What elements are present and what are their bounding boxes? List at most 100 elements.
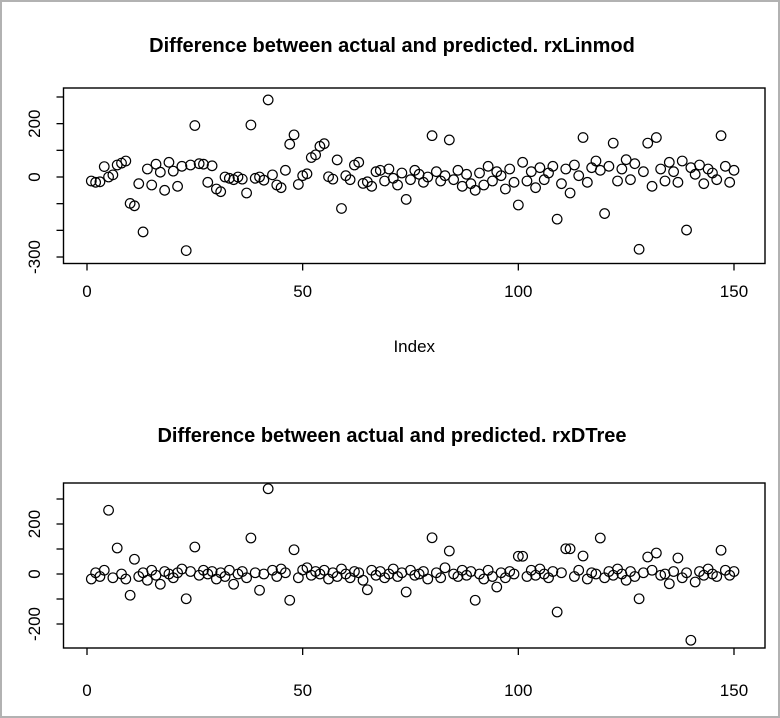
plot1-title: Difference between actual and predicted.… <box>149 35 635 57</box>
data-point <box>262 483 274 495</box>
data-point <box>560 543 572 555</box>
x-tick-label: 100 <box>504 681 532 700</box>
data-point <box>586 567 598 579</box>
data-point <box>599 208 610 219</box>
data-point <box>465 178 477 190</box>
data-point <box>262 94 274 106</box>
data-point <box>452 164 464 176</box>
y-tick-label: 200 <box>25 510 44 538</box>
data-point <box>349 566 360 577</box>
data-point <box>357 574 369 586</box>
data-point <box>245 532 257 544</box>
data-point <box>120 573 132 585</box>
data-point <box>448 174 460 186</box>
data-point <box>482 160 494 172</box>
data-point <box>167 165 179 177</box>
data-point <box>120 155 132 167</box>
data-point <box>202 176 214 188</box>
data-point <box>141 163 153 175</box>
data-point <box>668 166 680 178</box>
data-point <box>180 593 192 605</box>
data-point <box>504 163 516 175</box>
data-point <box>90 176 102 188</box>
data-point <box>284 594 296 606</box>
data-point <box>728 566 740 577</box>
data-point <box>672 176 684 188</box>
x-tick-label: 0 <box>82 282 91 301</box>
data-point <box>327 173 339 185</box>
plot-box <box>62 482 766 649</box>
data-point <box>361 584 373 596</box>
data-point <box>154 578 166 590</box>
data-point <box>564 187 576 199</box>
data-point <box>215 186 227 198</box>
data-point <box>512 199 524 211</box>
data-point <box>280 164 291 176</box>
x-tick-label: 50 <box>293 282 312 301</box>
data-point <box>176 160 188 172</box>
data-point <box>154 166 166 178</box>
data-point <box>517 156 529 168</box>
data-point <box>284 138 296 150</box>
data-point <box>94 176 106 188</box>
data-point <box>551 213 563 225</box>
y-tick-label: 0 <box>25 172 44 181</box>
data-point <box>556 178 567 190</box>
data-point <box>439 170 451 182</box>
data-point <box>711 174 723 186</box>
data-point <box>111 542 123 554</box>
data-point <box>400 586 412 598</box>
data-point <box>85 175 97 187</box>
data-point <box>534 162 546 174</box>
data-point <box>198 158 209 170</box>
x-tick-label: 150 <box>720 681 748 700</box>
data-point <box>629 158 641 170</box>
data-point <box>443 134 455 146</box>
x-tick-label: 50 <box>293 681 312 700</box>
data-point <box>668 566 680 577</box>
data-point <box>711 571 723 582</box>
data-point <box>180 245 192 257</box>
data-point <box>478 179 490 191</box>
data-point <box>331 154 343 166</box>
data-point <box>249 567 261 579</box>
data-point <box>236 173 248 185</box>
data-point <box>569 159 580 171</box>
data-point <box>107 169 119 181</box>
data-point <box>715 130 727 142</box>
data-point <box>146 179 158 191</box>
data-point <box>633 243 645 255</box>
data-point <box>719 160 731 172</box>
data-point <box>310 149 322 161</box>
data-point <box>370 166 382 178</box>
data-point <box>547 566 559 577</box>
data-point <box>543 167 554 179</box>
data-point <box>650 547 662 559</box>
data-point <box>275 182 287 194</box>
data-point <box>353 156 365 168</box>
data-point <box>141 574 153 586</box>
data-point <box>129 553 140 565</box>
data-point <box>616 163 628 175</box>
y-tick-label: 0 <box>25 569 44 578</box>
data-point <box>280 567 291 579</box>
data-point <box>189 541 201 553</box>
data-point <box>638 166 649 178</box>
data-point <box>374 164 386 176</box>
data-point <box>659 175 671 187</box>
data-point <box>98 564 110 576</box>
data-point <box>103 504 114 516</box>
y-tick-label: -300 <box>25 240 44 274</box>
data-point <box>426 130 438 142</box>
data-point <box>487 175 498 187</box>
data-point <box>133 178 145 190</box>
data-point <box>383 163 395 175</box>
data-point <box>655 163 667 175</box>
data-point <box>530 182 541 194</box>
data-point <box>301 168 313 180</box>
data-point <box>646 564 658 576</box>
data-point <box>685 634 697 646</box>
data-point <box>560 163 572 175</box>
x-tick-label: 100 <box>504 282 532 301</box>
